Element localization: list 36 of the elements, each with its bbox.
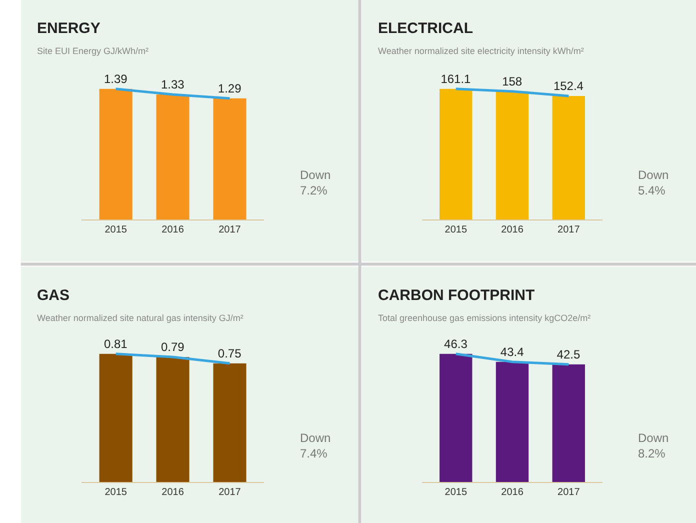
x-tick-label: 2015	[104, 486, 128, 498]
x-tick-label: 2016	[501, 486, 524, 498]
text: Down 7.2%	[300, 168, 331, 198]
chart-subtitle: Site EUI Energy GJ/kWh/m²	[37, 46, 149, 56]
chart-subtitle: Total greenhouse gas emissions intensity kgCO2e/m²	[378, 313, 591, 323]
data-label: 42.5	[556, 347, 580, 362]
data-label: 161.1	[440, 72, 472, 86]
x-tick-label: 2016	[162, 224, 184, 236]
x-tick-label: 2015	[444, 224, 468, 236]
text: Down 8.2%	[638, 431, 669, 461]
x-tick-label: 2017	[558, 224, 580, 236]
x-tick-label: 2015	[104, 224, 128, 236]
chart-subtitle: Weather normalized site natural gas intensity GJ/m²	[37, 313, 244, 323]
chart-title: ELECTRICAL	[378, 20, 473, 37]
x-tick-label: 2017	[218, 224, 242, 236]
data-label: 1.29	[218, 81, 242, 96]
x-tick-label: 2016	[162, 486, 184, 498]
x-tick-label: 2017	[218, 486, 242, 498]
chart-title: GAS	[37, 287, 70, 304]
chart-title: CARBON FOOTPRINT	[378, 287, 535, 304]
data-label: 0.81	[104, 336, 128, 351]
x-tick-label: 2017	[558, 486, 580, 498]
data-label: 152.4	[553, 78, 584, 93]
data-label: 158	[502, 74, 522, 88]
data-label: 46.3	[444, 336, 468, 351]
text: Down 5.4%	[638, 168, 669, 198]
x-tick-label: 2015	[444, 486, 468, 498]
data-label: 43.4	[500, 344, 524, 359]
data-label: 1.39	[104, 72, 128, 86]
data-label: 1.33	[160, 78, 185, 92]
x-tick-label: 2016	[501, 224, 524, 236]
data-label: 0.79	[160, 340, 185, 354]
data-label: 0.75	[218, 346, 242, 360]
chart-title: ENERGY	[37, 20, 100, 37]
chart-subtitle: Weather normalized site electricity intensity kWh/m²	[378, 46, 584, 56]
text: Down 7.4%	[300, 431, 331, 461]
